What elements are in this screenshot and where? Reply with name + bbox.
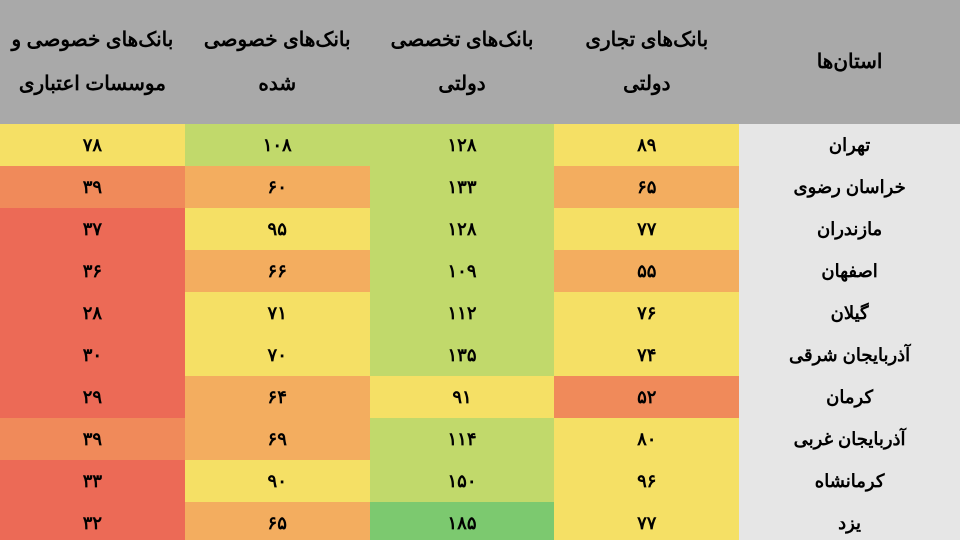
table-row: گیلان۷۶۱۱۲۷۱۲۸ <box>0 292 960 334</box>
value-cell: ۱۵۰ <box>370 460 555 502</box>
table-row: کرمان۵۲۹۱۶۴۲۹ <box>0 376 960 418</box>
value-cell: ۷۰ <box>185 334 370 376</box>
province-cell: گیلان <box>739 292 960 334</box>
value-cell: ۷۷ <box>554 208 739 250</box>
province-cell: کرمانشاه <box>739 460 960 502</box>
table-row: یزد۷۷۱۸۵۶۵۳۲ <box>0 502 960 540</box>
province-cell: اصفهان <box>739 250 960 292</box>
value-cell: ۱۲۸ <box>370 124 555 166</box>
value-cell: ۳۲ <box>0 502 185 540</box>
table-header: استان‌ها بانک‌های تجاری دولتی بانک‌های ت… <box>0 0 960 124</box>
value-cell: ۷۷ <box>554 502 739 540</box>
value-cell: ۲۸ <box>0 292 185 334</box>
table-row: آذربایجان شرقی۷۴۱۳۵۷۰۳۰ <box>0 334 960 376</box>
bank-heatmap-table: استان‌ها بانک‌های تجاری دولتی بانک‌های ت… <box>0 0 960 540</box>
value-cell: ۶۰ <box>185 166 370 208</box>
value-cell: ۱۱۴ <box>370 418 555 460</box>
value-cell: ۳۷ <box>0 208 185 250</box>
value-cell: ۳۹ <box>0 166 185 208</box>
value-cell: ۷۴ <box>554 334 739 376</box>
table-row: آذربایجان غربی۸۰۱۱۴۶۹۳۹ <box>0 418 960 460</box>
value-cell: ۷۶ <box>554 292 739 334</box>
table-body: تهران۸۹۱۲۸۱۰۸۷۸خراسان رضوی۶۵۱۳۳۶۰۳۹مازند… <box>0 124 960 540</box>
value-cell: ۸۰ <box>554 418 739 460</box>
value-cell: ۹۰ <box>185 460 370 502</box>
table-row: کرمانشاه۹۶۱۵۰۹۰۳۳ <box>0 460 960 502</box>
table-row: اصفهان۵۵۱۰۹۶۶۳۶ <box>0 250 960 292</box>
header-state-spec: بانک‌های تخصصی دولتی <box>370 0 555 124</box>
value-cell: ۱۲۸ <box>370 208 555 250</box>
value-cell: ۱۰۸ <box>185 124 370 166</box>
value-cell: ۳۳ <box>0 460 185 502</box>
value-cell: ۳۶ <box>0 250 185 292</box>
table-row: تهران۸۹۱۲۸۱۰۸۷۸ <box>0 124 960 166</box>
value-cell: ۶۵ <box>185 502 370 540</box>
header-privatized: بانک‌های خصوصی شده <box>185 0 370 124</box>
value-cell: ۳۰ <box>0 334 185 376</box>
value-cell: ۸۹ <box>554 124 739 166</box>
table-row: خراسان رضوی۶۵۱۳۳۶۰۳۹ <box>0 166 960 208</box>
value-cell: ۵۲ <box>554 376 739 418</box>
header-private: بانک‌های خصوصی و موسسات اعتباری <box>0 0 185 124</box>
province-cell: آذربایجان غربی <box>739 418 960 460</box>
province-cell: مازندران <box>739 208 960 250</box>
table-row: مازندران۷۷۱۲۸۹۵۳۷ <box>0 208 960 250</box>
value-cell: ۹۱ <box>370 376 555 418</box>
value-cell: ۶۵ <box>554 166 739 208</box>
province-cell: کرمان <box>739 376 960 418</box>
province-cell: آذربایجان شرقی <box>739 334 960 376</box>
province-cell: تهران <box>739 124 960 166</box>
value-cell: ۷۱ <box>185 292 370 334</box>
province-cell: یزد <box>739 502 960 540</box>
value-cell: ۹۶ <box>554 460 739 502</box>
value-cell: ۱۸۵ <box>370 502 555 540</box>
value-cell: ۱۱۲ <box>370 292 555 334</box>
province-cell: خراسان رضوی <box>739 166 960 208</box>
value-cell: ۶۹ <box>185 418 370 460</box>
value-cell: ۹۵ <box>185 208 370 250</box>
value-cell: ۱۳۵ <box>370 334 555 376</box>
value-cell: ۵۵ <box>554 250 739 292</box>
value-cell: ۶۶ <box>185 250 370 292</box>
value-cell: ۲۹ <box>0 376 185 418</box>
header-provinces: استان‌ها <box>739 0 960 124</box>
value-cell: ۱۰۹ <box>370 250 555 292</box>
value-cell: ۱۳۳ <box>370 166 555 208</box>
header-state-comm: بانک‌های تجاری دولتی <box>554 0 739 124</box>
value-cell: ۷۸ <box>0 124 185 166</box>
value-cell: ۶۴ <box>185 376 370 418</box>
value-cell: ۳۹ <box>0 418 185 460</box>
